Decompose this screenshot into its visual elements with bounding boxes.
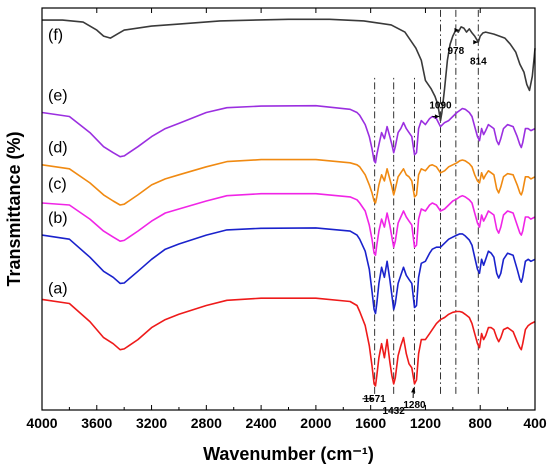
annotation-1571: 1571	[364, 394, 387, 405]
plot-frame	[41, 7, 536, 411]
series-labels-layer: (f) (e) (d) (c) (b) (a)	[48, 27, 68, 297]
annotation-arrowhead-814	[473, 39, 478, 45]
series-line-f	[42, 18, 536, 122]
series-label-b: (b)	[48, 210, 68, 227]
x-tick-label: 400	[523, 415, 547, 431]
annotation-arrowhead-1090	[434, 114, 440, 119]
series-line-d	[41, 158, 536, 206]
series-layer	[41, 18, 536, 387]
x-tick-label: 2800	[191, 415, 222, 431]
annotation-1090: 1090	[429, 101, 452, 112]
x-tick-label: 3600	[81, 415, 112, 431]
series-label-a: (a)	[48, 280, 68, 297]
series-line-a	[41, 297, 536, 387]
annotation-arrowhead-978	[454, 27, 459, 33]
x-tick-label: 1200	[410, 415, 441, 431]
annotation-1432: 1432	[383, 406, 406, 417]
x-tick-label: 2400	[246, 415, 277, 431]
annotation-978: 978	[448, 46, 465, 57]
x-tick-label: 1600	[355, 415, 386, 431]
y-axis-title: Transmittance (%)	[4, 131, 24, 286]
x-tick-label: 2000	[300, 415, 331, 431]
series-label-e: (e)	[48, 87, 68, 104]
series-line-c	[41, 192, 536, 256]
series-line-b	[41, 227, 536, 315]
reference-lines	[374, 8, 479, 394]
series-label-c: (c)	[48, 176, 67, 193]
annotation-814: 814	[470, 56, 487, 67]
x-tick-label: 3200	[136, 415, 167, 431]
series-label-f: (f)	[48, 27, 63, 44]
x-axis-title: Wavenumber (cm⁻¹)	[203, 444, 374, 464]
annotation-arrowhead-1571	[369, 396, 375, 401]
annotation-1280: 1280	[403, 400, 426, 411]
x-tick-label: 800	[469, 415, 493, 431]
x-tick-label: 4000	[26, 415, 57, 431]
series-line-e	[41, 104, 536, 164]
x-axis-ticks: 4000 3600 3200 2800 2400 2000 1600 1200 800 400	[26, 8, 547, 431]
series-label-d: (d)	[48, 140, 68, 157]
annotation-arrowhead-1280	[411, 387, 416, 393]
